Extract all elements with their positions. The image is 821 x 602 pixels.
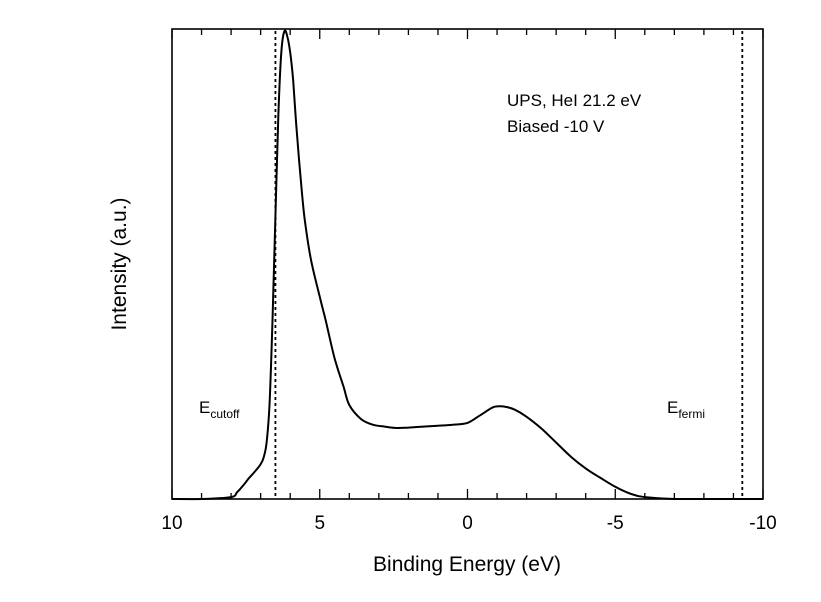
x-axis-title: Binding Energy (eV) — [373, 553, 561, 576]
x-tick-label: 10 — [161, 513, 182, 534]
reference-lines — [274, 31, 744, 499]
x-tick-label: 5 — [314, 513, 325, 534]
label-e-cutoff-sub: cutoff — [210, 407, 240, 421]
axis-ticks — [171, 29, 764, 499]
label-e-cutoff-main: E — [199, 398, 210, 417]
label-e-fermi: Efermi — [667, 398, 705, 421]
x-tick-label: -5 — [607, 513, 624, 534]
x-tick-labels: 10 5 0 -5 -10 — [161, 513, 776, 534]
spectrum-line — [171, 29, 763, 501]
annotation-bias: Biased -10 V — [507, 117, 605, 136]
label-e-fermi-sub: fermi — [678, 407, 705, 421]
y-axis-title: Intensity (a.u.) — [108, 197, 131, 330]
x-tick-label: -10 — [749, 513, 776, 534]
label-e-fermi-main: E — [667, 398, 678, 417]
plot-frame — [171, 28, 764, 500]
label-e-cutoff: Ecutoff — [199, 398, 240, 421]
annotation-ups-source: UPS, HeI 21.2 eV — [507, 91, 642, 110]
x-tick-label: 0 — [462, 513, 473, 534]
